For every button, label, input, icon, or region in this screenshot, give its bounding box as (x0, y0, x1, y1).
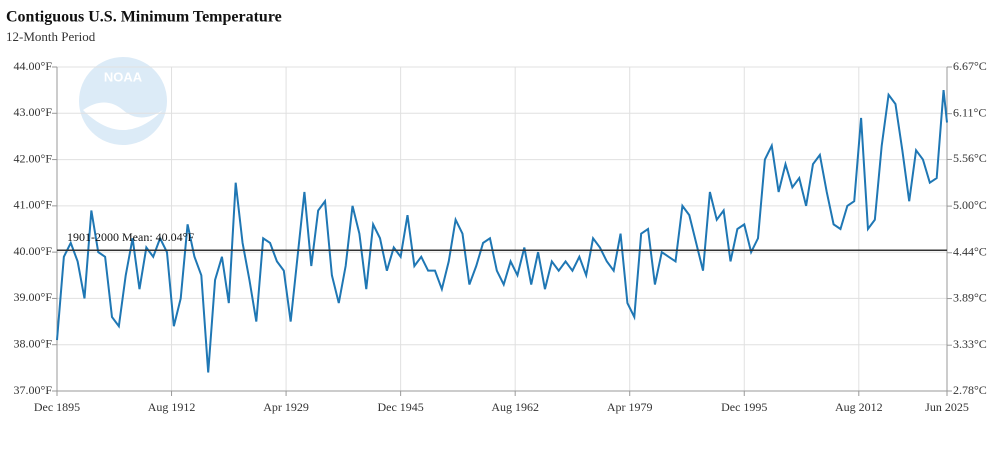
y-tick-label: 43.00°F (14, 105, 53, 119)
x-tick-label: Apr 1929 (263, 400, 309, 414)
y-tick-label: 38.00°F (14, 336, 53, 350)
x-tick-label: Jun 2025 (925, 400, 969, 414)
x-tick-label: Aug 2012 (835, 400, 883, 414)
y2-tick-label: 5.00°C (953, 198, 987, 212)
y-tick-label: 44.00°F (14, 59, 53, 73)
mean-label: 1901-2000 Mean: 40.04°F (67, 230, 194, 244)
x-tick-label: Aug 1962 (491, 400, 539, 414)
x-tick-label: Apr 1979 (607, 400, 653, 414)
y-tick-label: 42.00°F (14, 151, 53, 165)
logo: NOAA (79, 57, 167, 145)
y2-tick-label: 6.67°C (953, 59, 987, 73)
y2-tick-label: 3.33°C (953, 337, 987, 351)
y-tick-label: 40.00°F (14, 244, 53, 258)
x-tick-label: Dec 1995 (721, 400, 767, 414)
chart-title: Contiguous U.S. Minimum Temperature (6, 9, 282, 26)
logo-text: NOAA (104, 69, 143, 84)
y2-tick-label: 3.89°C (953, 290, 987, 304)
x-tick-label: Dec 1945 (377, 400, 423, 414)
x-tick-label: Dec 1895 (34, 400, 80, 414)
y-tick-label: 37.00°F (14, 383, 53, 397)
y-tick-label: 41.00°F (14, 198, 53, 212)
y-tick-label: 39.00°F (14, 290, 53, 304)
line-series (56, 90, 948, 373)
chart-subtitle: 12-Month Period (6, 29, 96, 44)
y2-tick-label: 2.78°C (953, 383, 987, 397)
x-tick-label: Aug 1912 (148, 400, 196, 414)
y2-tick-label: 5.56°C (953, 151, 987, 165)
y2-tick-label: 4.44°C (953, 244, 987, 258)
y2-tick-label: 6.11°C (953, 105, 986, 119)
